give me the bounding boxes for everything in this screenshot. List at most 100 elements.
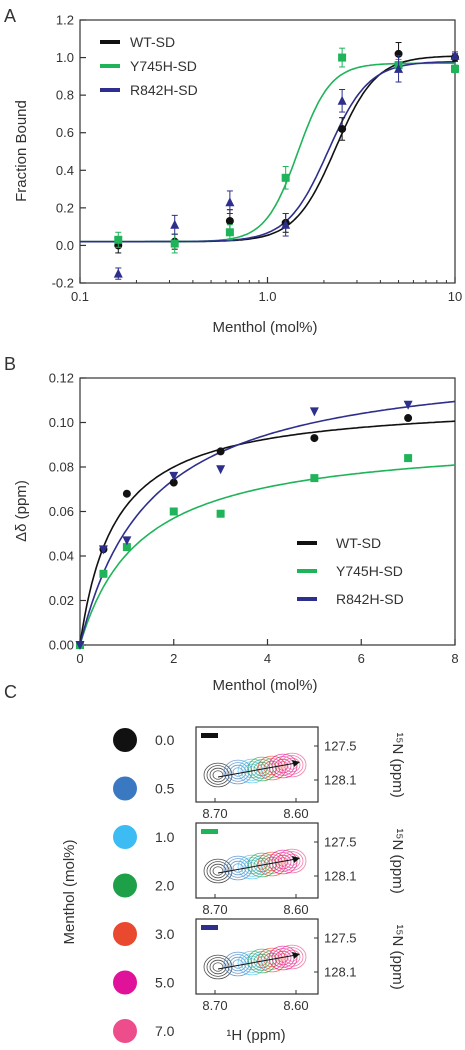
chart-a-fit-2 [80, 60, 455, 243]
panel-c-peak-contour [203, 858, 233, 884]
panel-c-level-label: 3.0 [155, 926, 175, 942]
chart-b-point-1 [169, 507, 178, 516]
chart-b-ticks: 0 2 4 6 8 0.00 0.02 0.04 0.06 0.08 0.10 0.12 [49, 371, 459, 667]
chart-b-point-0 [122, 489, 131, 498]
panel-c-arrow-head [292, 760, 300, 767]
chart-b-y-tick-label: 0.08 [49, 460, 74, 475]
panel-c-peak-contour [232, 959, 244, 969]
chart-b-y-tick-label: 0.02 [49, 593, 74, 608]
chart-a-y-tick-label: -0.2 [52, 276, 74, 291]
chart-b-y-tick-label: 0.04 [49, 549, 74, 564]
panel-c-peak-contour [263, 760, 281, 776]
chart-a-y-tick-label: 0.2 [56, 200, 74, 215]
chart-a-x-tick-label: 1.0 [258, 289, 276, 304]
chart-b-xlabel: Menthol (mol%) [212, 677, 317, 694]
chart-b-fits [79, 400, 456, 646]
panel-c-level-dot [113, 1019, 137, 1043]
chart-b-legend-label: R842H-SD [336, 591, 404, 607]
chart-a-legend-label: Y745H-SD [130, 58, 197, 74]
chart-a-point-2 [170, 219, 180, 229]
panel-c-level-label: 7.0 [155, 1023, 175, 1039]
panel-c-peak-contour [203, 954, 233, 980]
panel-c-peak-contour [280, 947, 304, 967]
chart-a-point-2 [337, 95, 347, 105]
panel-c-peak-contour [223, 855, 253, 881]
panel-c-y-tick-label: 127.5 [324, 931, 357, 946]
chart-a-point-1 [281, 173, 290, 182]
panel-c-peak-contour [277, 752, 307, 778]
panel-c-y-tick-label: 127.5 [324, 835, 357, 850]
chart-a-point-2 [450, 50, 460, 60]
chart-b-legend-label: Y745H-SD [336, 563, 403, 579]
chart-b-point-2 [403, 400, 413, 410]
chart-b-point-1 [404, 454, 413, 463]
panel-c-level-label: 5.0 [155, 975, 175, 991]
chart-a-legend-label: R842H-SD [130, 82, 198, 98]
chart-b: 0 2 4 6 8 0.00 0.02 0.04 0.06 0.08 0.10 0.12 WT-SD Y… [13, 371, 459, 695]
panel-c-level-dot [113, 873, 137, 898]
chart-b-point-1 [122, 543, 131, 552]
chart-a-y-tick-label: 1.2 [56, 13, 74, 28]
panel-c-y-tick-label: 128.1 [324, 773, 357, 788]
panel-letter-a: A [4, 6, 16, 26]
chart-b-fit-2 [79, 400, 456, 646]
panel-c-level-label: 0.5 [155, 781, 175, 797]
panel-c-arrow-head [292, 856, 300, 863]
chart-b-point-0 [169, 478, 178, 487]
chart-a-point-1 [338, 53, 347, 62]
chart-a-points [113, 42, 460, 280]
panel-c-peak-contour [212, 866, 224, 876]
chart-b-x-tick-label: 4 [264, 651, 271, 666]
chart-a-point-0 [225, 217, 234, 226]
chart-a-ylabel: Fraction Bound [13, 100, 30, 202]
panel-c-spectrum-frame [195, 726, 319, 803]
panel-letter-c: C [4, 682, 17, 702]
chart-b-point-0 [216, 447, 225, 456]
chart-b-y-tick-label: 0.10 [49, 415, 74, 430]
panel-c-level-dot [113, 825, 137, 849]
panel-c-spectra: 8.70 8.60 127.5 128.1 ¹⁵N (ppm) 8.70 8.60 127.5… [195, 726, 406, 1013]
panel-c-peak-contour [223, 951, 253, 977]
panel-c-shift-arrow [217, 954, 297, 970]
panel-c-peak-contour [280, 851, 304, 871]
chart-b-x-tick-label: 8 [451, 651, 458, 666]
chart-a-legend: WT-SD Y745H-SD R842H-SD [100, 34, 198, 98]
chart-a-x-tick-label: 0.1 [71, 289, 89, 304]
panel-c-peak-contour [257, 851, 287, 877]
chart-a-ticks: 0.1 1.0 10 -0.2 0.0 0.2 0.4 0.6 0.8 1.0 1.2 [52, 13, 463, 305]
panel-c-peak-contour [226, 858, 250, 878]
chart-b-legend: WT-SD Y745H-SD R842H-SD [297, 535, 404, 607]
panel-c-level-legend: 0.0 0.5 1.0 2.0 3.0 5.0 7.0 [113, 728, 175, 1043]
panel-c-peak-contour [246, 766, 258, 776]
panel-c-spectrum-frame [195, 918, 319, 995]
chart-b-point-2 [169, 471, 179, 481]
panel-c-peak-contour [226, 762, 250, 782]
panel-c-peak-contour [209, 959, 227, 975]
chart-a-point-2 [225, 197, 235, 207]
panel-c-arrow-head [292, 952, 300, 959]
panel-c-x-tick-label: 8.60 [283, 998, 308, 1013]
chart-b-point-1 [310, 474, 319, 483]
panel-c-x-tick-label: 8.70 [202, 998, 227, 1013]
chart-a-y-tick-label: 0.8 [56, 88, 74, 103]
chart-a-y-tick-label: 0.0 [56, 238, 74, 253]
chart-b-point-0 [404, 414, 413, 423]
chart-a-point-2 [113, 268, 123, 278]
panel-c-level-label: 2.0 [155, 878, 175, 894]
chart-b-point-1 [99, 569, 108, 578]
panel-c-variant-swatch [201, 925, 218, 930]
panel-c-peak-contour [212, 770, 224, 780]
panel-c-x-tick-label: 8.60 [283, 902, 308, 917]
chart-a-y-tick-label: 1.0 [56, 50, 74, 65]
panel-c-peak-contour [240, 761, 264, 781]
panel-c-x-axis-label: ¹H (ppm) [226, 1027, 285, 1044]
chart-b-point-2 [75, 641, 85, 650]
panel-c-peak-contour [263, 952, 281, 968]
chart-a-fits [80, 55, 456, 243]
chart-b-y-tick-label: 0.00 [49, 638, 74, 653]
panel-c-peak-contour [226, 954, 250, 974]
panel-c-peak-contour [280, 755, 304, 775]
chart-b-x-tick-label: 0 [76, 651, 83, 666]
chart-a-x-tick-label: 10 [448, 289, 462, 304]
